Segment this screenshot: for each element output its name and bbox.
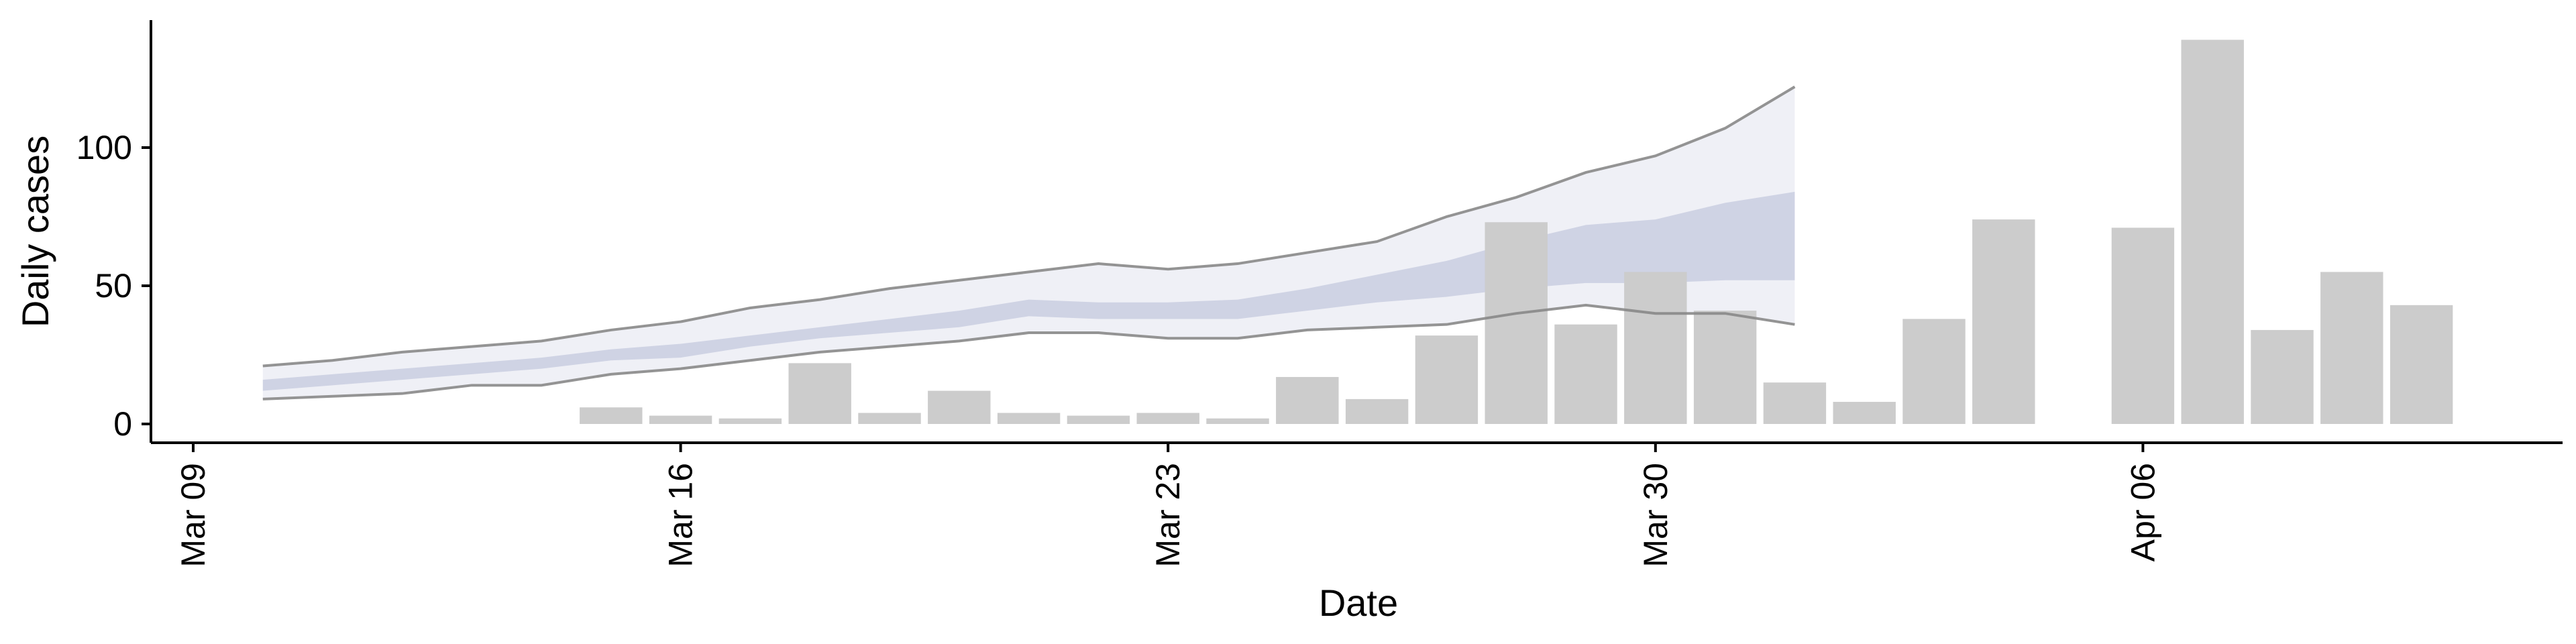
y-ticks: 0 50 100 — [76, 129, 151, 443]
bar — [2111, 227, 2175, 424]
x-tick-label: Mar 30 — [1637, 463, 1674, 568]
bars-group — [580, 40, 2453, 424]
bar — [1415, 335, 1479, 424]
bar — [1136, 413, 1199, 424]
forecast-outer-band — [262, 87, 1795, 399]
x-axis-title: Date — [1319, 582, 1398, 624]
x-tick-label: Apr 06 — [2124, 463, 2161, 561]
bar — [1345, 398, 1409, 424]
bar — [1972, 219, 2035, 424]
bar — [2390, 305, 2453, 424]
bar — [1206, 418, 1269, 424]
x-tick-label: Mar 16 — [662, 463, 700, 568]
bar — [1902, 319, 1966, 424]
bar — [1067, 415, 1130, 424]
bar — [718, 418, 782, 424]
bar — [928, 390, 991, 424]
bar — [1276, 376, 1339, 424]
x-tick-label: Mar 09 — [174, 463, 212, 568]
bar — [580, 407, 643, 424]
x-ticks: Mar 09 Mar 16 Mar 23 Mar 30 Apr 06 — [174, 443, 2161, 568]
y-axis-title: Daily cases — [14, 136, 56, 327]
bar — [2251, 329, 2314, 424]
forecast-bound-lines — [262, 85, 1796, 400]
bar — [2320, 272, 2383, 424]
y-tick-label: 100 — [76, 129, 132, 166]
bar — [997, 413, 1061, 424]
bar — [788, 363, 851, 424]
x-tick-label: Mar 23 — [1149, 463, 1187, 568]
y-tick-label: 50 — [95, 267, 132, 305]
bar — [1693, 311, 1757, 424]
bar — [1763, 382, 1827, 424]
bar — [2181, 40, 2244, 424]
bar — [1485, 222, 1548, 424]
y-tick-label: 0 — [113, 405, 132, 443]
bar — [1833, 402, 1896, 424]
forecast-lower-line — [262, 303, 1795, 400]
bar — [858, 413, 921, 424]
bar — [1554, 324, 1617, 424]
forecast-upper-line — [262, 85, 1796, 368]
bar — [1624, 272, 1687, 424]
bar — [649, 415, 712, 424]
